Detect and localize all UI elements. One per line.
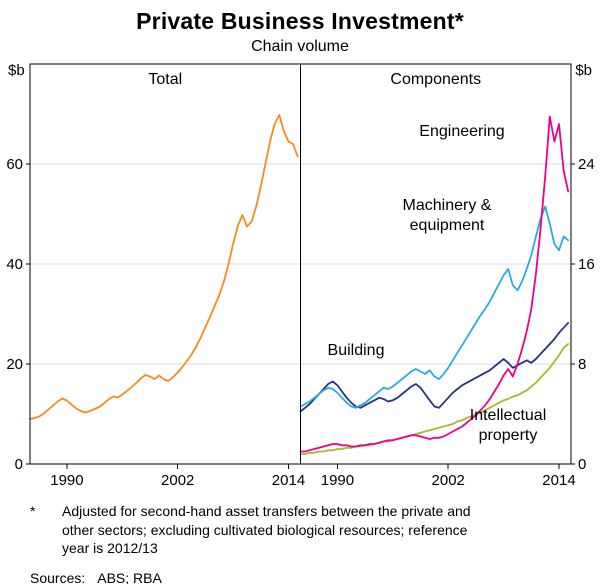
y-tick-label-right: 8 [578,356,586,373]
x-tick-label: 1990 [50,472,83,489]
x-tick-label: 2014 [542,472,575,489]
y-tick-label-right: 24 [578,156,595,173]
y-tick-label-left: 0 [15,456,23,473]
y-tick-label-right: 0 [578,456,586,473]
y-tick-label-right: 16 [578,256,595,273]
chart-subtitle: Chain volume [251,38,349,55]
total-line [29,114,299,420]
machinery-label: Machinery & [403,197,492,214]
sources-label: Sources: [30,569,86,584]
x-tick-label: 2002 [161,472,194,489]
intellectual-line [299,343,570,455]
footnote-text: Adjusted for second-hand asset transfers… [62,502,471,558]
building-label: Building [328,342,385,359]
y-tick-label-left: 60 [6,156,23,173]
engineering-line [299,115,570,453]
chart-svg: 0 20 40 60 0 8 16 24 1990 2002 2014 1990 2002 2014 $b $… [6,62,595,489]
machinery-line [299,205,570,409]
panel-label-total: Total [148,71,182,88]
building-line [299,321,570,413]
x-tick-label: 1990 [321,472,354,489]
x-tick-label: 2014 [272,472,305,489]
footnote: * Adjusted for second-hand asset transfe… [0,494,600,558]
footnote-marker: * [30,503,36,519]
y-tick-label-left: 20 [6,356,23,373]
sources-line: Sources: ABS; RBA [0,558,600,584]
unit-label-right: $b [575,62,592,79]
footnote-line: Adjusted for second-hand asset transfers… [62,503,471,519]
y-tick-label-left: 40 [6,256,23,273]
panel-label-components: Components [390,71,481,88]
unit-label-left: $b [8,62,25,79]
engineering-label: Engineering [419,123,504,140]
footnote-line: year is 2012/13 [62,540,158,557]
intellectual-label: Intellectual [470,407,547,424]
intellectual-label: property [479,427,538,444]
footnote-line: other sectors; excluding cultivated biol… [62,521,468,538]
page-title: Private Business Investment* [136,8,464,34]
x-tick-label: 2002 [432,472,465,489]
sources-value: ABS; RBA [97,569,162,584]
machinery-label: equipment [410,217,485,234]
